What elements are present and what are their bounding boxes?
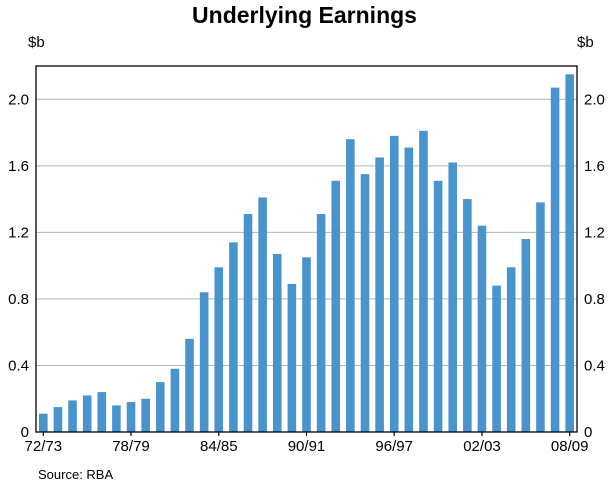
bar-75/76 — [82, 395, 92, 432]
bar-88/89 — [272, 253, 282, 432]
bar-80/81 — [155, 382, 165, 432]
bar-74/75 — [68, 400, 77, 432]
source-note: Source: RBA — [38, 467, 114, 482]
y-tick-label-right: 2.0 — [584, 91, 605, 108]
bar-97/98 — [404, 147, 414, 432]
y-tick-label-right: 1.2 — [584, 224, 605, 241]
y-tick-label-right: 1.6 — [584, 158, 605, 175]
bar-86/87 — [243, 214, 253, 432]
x-tick-label: 72/73 — [25, 438, 63, 455]
bar-90/91 — [302, 257, 311, 432]
bar-94/95 — [360, 174, 370, 432]
bar-83/84 — [199, 292, 209, 432]
y-tick-label-left: 0 — [21, 424, 29, 441]
y-axis-unit-left: $b — [28, 34, 45, 51]
x-tick-label: 96/97 — [375, 438, 413, 455]
y-tick-label-left: 1.2 — [8, 224, 29, 241]
bar-07/08 — [550, 87, 560, 432]
bar-03/04 — [492, 285, 501, 432]
bar-04/05 — [506, 267, 516, 432]
bar-98/99 — [419, 130, 428, 432]
y-tick-label-right: 0.4 — [584, 358, 605, 375]
bar-05/06 — [521, 239, 531, 432]
x-tick-label: 84/85 — [200, 438, 238, 455]
y-tick-label-left: 0.8 — [8, 291, 29, 308]
x-tick-label: 78/79 — [112, 438, 150, 455]
bar-93/94 — [346, 139, 355, 432]
bar-01/02 — [463, 199, 472, 432]
bar-85/86 — [229, 242, 238, 432]
x-tick-label: 90/91 — [288, 438, 326, 455]
bar-91/92 — [316, 214, 326, 432]
bar-00/01 — [448, 162, 458, 433]
bar-77/78 — [112, 405, 121, 432]
bar-06/07 — [536, 202, 545, 432]
y-tick-label-left: 0.4 — [8, 358, 29, 375]
bar-87/88 — [258, 197, 267, 432]
bar-84/85 — [214, 267, 224, 432]
bar-82/83 — [185, 338, 194, 432]
bar-78/79 — [126, 402, 136, 432]
bar-96/97 — [389, 135, 399, 432]
bar-76/77 — [97, 392, 107, 432]
bar-92/93 — [331, 180, 341, 432]
bar-89/90 — [287, 283, 297, 432]
bar-99/00 — [433, 180, 443, 432]
x-tick-label: 02/03 — [463, 438, 501, 455]
chart-title: Underlying Earnings — [192, 2, 417, 28]
bar-08/09 — [565, 74, 574, 432]
y-tick-label-right: 0.8 — [584, 291, 605, 308]
bar-81/82 — [170, 368, 180, 432]
bar-79/80 — [141, 398, 150, 432]
y-tick-label-left: 1.6 — [8, 158, 29, 175]
bar-95/96 — [375, 157, 384, 432]
y-tick-label-right: 0 — [584, 424, 592, 441]
bar-73/74 — [53, 407, 63, 432]
bar-02/03 — [477, 225, 487, 432]
x-tick-label: 08/09 — [551, 438, 589, 455]
y-axis-unit-right: $b — [577, 34, 594, 51]
bar-72/73 — [39, 413, 48, 432]
y-tick-label-left: 2.0 — [8, 91, 29, 108]
